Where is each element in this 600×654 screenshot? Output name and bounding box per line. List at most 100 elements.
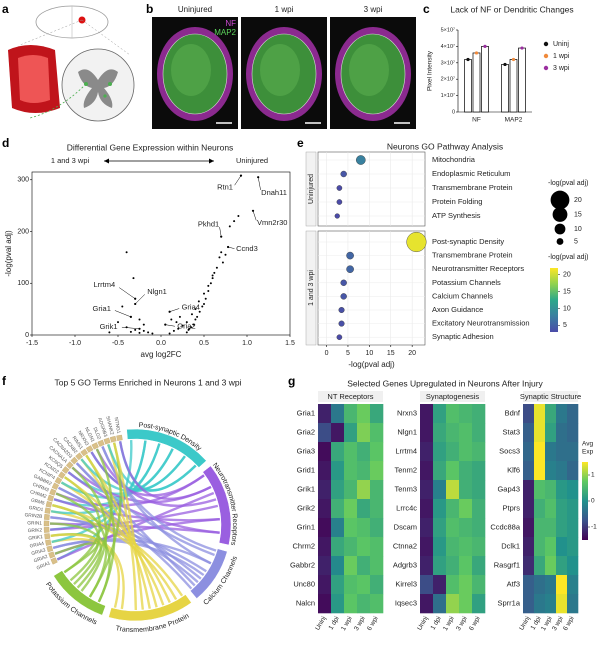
heat-cell [331,537,345,557]
gene-label: Pkhd1 [198,220,219,229]
gene-segment [43,527,50,533]
dot [340,279,347,286]
x-tick-label: -1.5 [26,340,38,347]
heat-cell [344,575,358,595]
point [215,266,218,269]
heat-cell [472,575,486,595]
point [203,292,205,295]
row-label: Bdnf [505,408,521,417]
heat-cell [556,537,568,557]
point [142,329,145,332]
heat-cell [331,594,345,614]
y-tick-label: 100 [17,280,29,287]
heat-cell [459,461,473,481]
heat-cell [357,518,371,538]
point [201,305,204,308]
y-tick-label: 4×10⁷ [441,43,455,50]
x-tick-label: 1.0 [242,340,252,347]
heat-cell [545,537,557,557]
x-tick-label: 0 [325,350,329,357]
heat-cell [446,480,460,500]
heat-cell [357,594,371,614]
colorbar-label: 15 [563,288,571,295]
ribbon [118,441,212,501]
heat-cell [433,518,447,538]
heat-cell [357,556,371,576]
chart-title: Lack of NF or Dendritic Changes [450,4,573,14]
y-tick-label: 0 [25,332,29,339]
ribbon [73,448,113,586]
bar [464,59,472,113]
point [221,261,224,264]
gene-label: GRID1 [28,505,44,513]
column-label: Uninj [518,615,531,631]
term-label: Calcium Channels [432,291,493,300]
heat-cell [446,499,460,519]
heat-cell [472,461,486,481]
gene-segment [61,466,70,474]
term-label: Excitatory Neurotransmission [432,319,530,328]
schematic [8,5,135,122]
point [185,331,188,334]
point [197,300,200,303]
legend-label: 1 wpi [553,53,570,60]
ribbon [75,462,215,557]
heat-cell [344,499,358,519]
colorbar-label: 0 [591,498,595,505]
heat-cell [357,537,371,557]
heat-cell [545,404,557,424]
ribbon [71,466,108,592]
title-strip [318,391,383,402]
leader-line [135,294,145,305]
heat-cell [472,423,486,443]
point [209,282,212,285]
gene-segment [75,452,83,461]
x-tick-label: 0.5 [199,340,209,347]
row-label: Ptprs [502,503,520,512]
ribbon [51,537,120,608]
point [194,318,197,321]
gene-label: GRIA3 [31,547,47,557]
panel-letter: f [2,374,7,388]
heat-cell [344,423,358,443]
gene-label: Lrrtm4 [94,280,116,289]
row-label: Nrxn3 [397,408,417,417]
heatmap-title: Synaptogenesis [426,392,480,401]
gene-label: GRIK2 [28,527,43,534]
row-label: Dscam [394,522,417,531]
heat-cell [523,518,535,538]
leader-line [169,308,180,312]
gene-segment [80,448,88,457]
heat-cell [534,575,546,595]
column-label: 1 wpi [442,615,456,632]
heat-cell [420,556,434,576]
x-tick-label: 20 [408,350,416,357]
heat-cell [370,499,384,519]
y-axis-label: Pixel Intensity [427,50,434,91]
gene-segment [44,514,50,520]
bar [481,46,489,113]
row-label: Rasgrf1 [494,560,520,569]
heat-cell [556,518,568,538]
row-label: Unc80 [293,579,315,588]
heat-cell [556,499,568,519]
heat-cell [420,423,434,443]
heat-cell [357,404,371,424]
heat-cell [433,423,447,443]
point [190,313,193,316]
size-legend-dot [552,207,568,222]
column-label: 1 wpi [340,615,354,632]
arrow-head [209,158,214,164]
column-label: 1 dpi [430,615,443,631]
heat-cell [433,537,447,557]
sector [189,548,228,599]
heat-cell [446,461,460,481]
heat-cell [370,480,384,500]
heat-cell [545,461,557,481]
colorbar-label: 1 [591,472,595,479]
ribbon [53,498,220,522]
ribbon [67,471,220,534]
ribbon [50,504,219,531]
heat-cell [318,480,332,500]
row-label: Tenm3 [394,484,417,493]
